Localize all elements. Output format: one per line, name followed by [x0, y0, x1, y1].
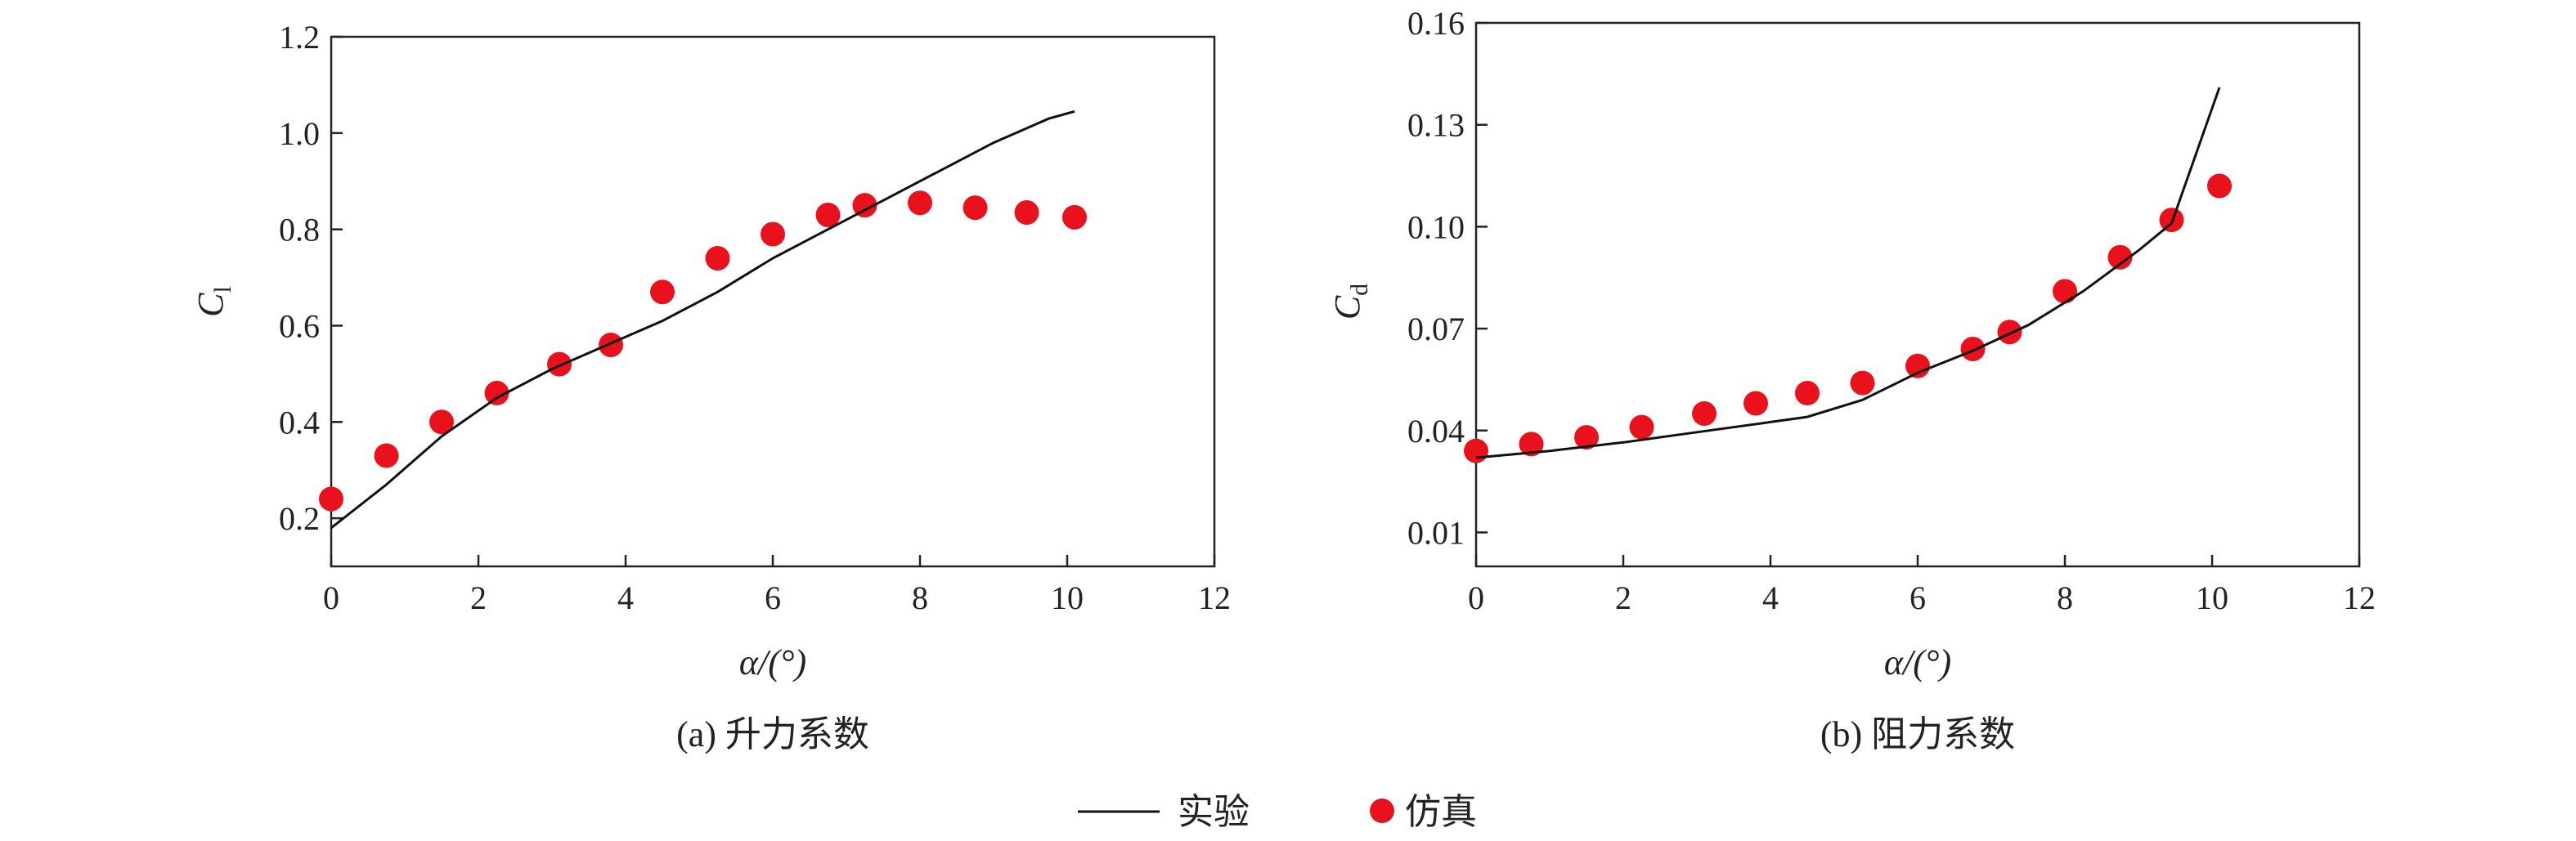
data-point-simulation	[1062, 204, 1087, 230]
legend-label-simulation: 仿真	[1405, 792, 1477, 832]
legend-label-experiment: 实验	[1178, 792, 1250, 832]
data-point-simulation	[815, 202, 841, 227]
axis-ticks: 0 2 4 6 8 10 12 0.01 0.04 0.07 0.10 0.13 0.16	[1407, 5, 2376, 616]
data-point-simulation	[484, 380, 509, 405]
x-tick-label: 2	[470, 579, 487, 616]
data-point-simulation	[1464, 438, 1488, 463]
data-point-simulation	[650, 280, 675, 305]
y-tick-label: 0.16	[1407, 5, 1465, 42]
x-tick-label: 0	[1468, 579, 1484, 616]
y-tick-label: 0.6	[279, 307, 320, 344]
legend: 实验 仿真	[1078, 792, 1477, 832]
data-lines	[1475, 87, 2221, 459]
x-tick-label: 0	[323, 579, 339, 616]
data-points	[319, 190, 1087, 512]
data-point-simulation	[1519, 432, 1544, 457]
x-axis-title: α/(°)	[739, 642, 806, 682]
data-point-simulation	[1997, 320, 2022, 345]
y-tick-label: 0.4	[279, 404, 320, 441]
series-line-experiment	[330, 110, 1075, 530]
x-axis-title: α/(°)	[1884, 642, 1951, 682]
data-point-simulation	[1574, 425, 1599, 450]
legend-dot-swatch	[1370, 799, 1394, 823]
y-tick-label: 0.04	[1407, 413, 1465, 450]
data-point-simulation	[374, 443, 399, 468]
series-line-experiment	[1475, 87, 2221, 459]
data-point-simulation	[761, 221, 785, 247]
chart-drag-coefficient: 0 2 4 6 8 10 12 0.01 0.04 0.07 0.10 0.13 0.16 Cd α/(…	[1327, 5, 2376, 754]
data-point-simulation	[429, 409, 454, 435]
data-point-simulation	[1960, 337, 1986, 361]
y-axis-title: Cl	[191, 286, 236, 317]
x-tick-label: 4	[1762, 579, 1779, 616]
data-point-simulation	[1014, 200, 1039, 226]
y-tick-label: 0.10	[1407, 208, 1465, 245]
chart-caption: (b) 阻力系数	[1820, 714, 2015, 754]
data-point-simulation	[1905, 353, 1930, 378]
y-axis-title: Cd	[1327, 284, 1373, 320]
x-tick-label: 6	[765, 579, 781, 616]
data-lines	[330, 110, 1075, 530]
x-tick-label: 8	[912, 579, 928, 616]
data-point-simulation	[1795, 381, 1820, 406]
data-point-simulation	[1850, 370, 1875, 396]
data-point-simulation	[705, 245, 730, 271]
x-tick-label: 10	[1051, 579, 1084, 616]
y-tick-label: 0.8	[279, 212, 320, 248]
chart-lift-coefficient: 0 2 4 6 8 10 12 0.2 0.4 0.6 0.8 1.0 1.2 Cl α/(°) (a)…	[191, 19, 1231, 754]
x-tick-label: 4	[617, 579, 634, 616]
x-tick-label: 8	[2057, 579, 2073, 616]
axis-ticks: 0 2 4 6 8 10 12 0.2 0.4 0.6 0.8 1.0 1.2	[279, 19, 1231, 616]
data-point-simulation	[599, 333, 623, 358]
data-point-simulation	[2107, 244, 2133, 270]
data-point-simulation	[319, 486, 343, 512]
data-point-simulation	[963, 195, 988, 221]
y-tick-label: 1.2	[279, 19, 320, 56]
y-tick-label: 0.2	[279, 500, 320, 537]
data-point-simulation	[547, 351, 572, 377]
x-tick-label: 2	[1615, 579, 1631, 616]
data-point-simulation	[1744, 391, 1768, 416]
data-point-simulation	[2207, 173, 2232, 199]
x-tick-label: 12	[1198, 579, 1231, 616]
data-point-simulation	[908, 190, 932, 216]
chart-caption: (a) 升力系数	[676, 714, 869, 754]
data-point-simulation	[1692, 400, 1717, 426]
y-tick-label: 0.07	[1407, 311, 1465, 347]
y-tick-label: 0.13	[1407, 107, 1465, 144]
x-tick-label: 6	[1910, 579, 1926, 616]
plot-frame	[1474, 21, 2361, 568]
data-point-simulation	[2053, 279, 2077, 304]
x-tick-label: 12	[2343, 579, 2376, 616]
y-tick-label: 1.0	[279, 115, 320, 152]
data-point-simulation	[1629, 414, 1654, 440]
y-tick-label: 0.01	[1407, 514, 1465, 551]
data-point-simulation	[852, 193, 877, 218]
x-tick-label: 10	[2196, 579, 2228, 616]
data-points	[1464, 173, 2232, 463]
plot-frame	[330, 35, 1216, 568]
